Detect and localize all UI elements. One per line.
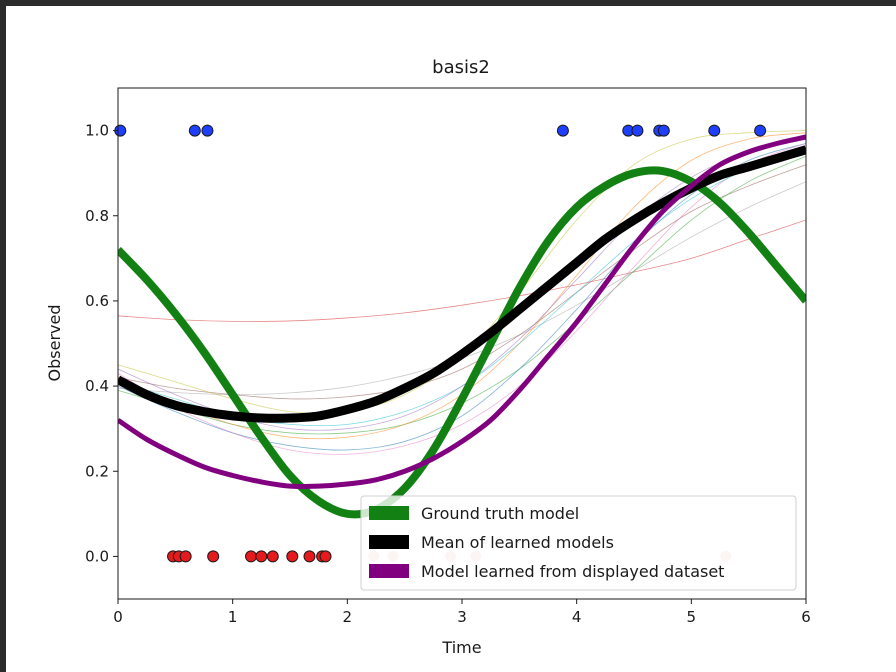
negative-point-7 — [286, 550, 299, 563]
x-tick-label-0: 0 — [113, 608, 123, 626]
x-tick-label-2: 2 — [343, 608, 353, 626]
legend-label-3: Model learned from displayed dataset — [421, 562, 724, 581]
series-line-1 — [118, 166, 806, 519]
x-tick-label-3: 3 — [457, 608, 467, 626]
positive-point-5 — [631, 124, 644, 137]
y-tick-label-2: 0.4 — [85, 377, 109, 395]
negative-point-6 — [266, 550, 279, 563]
x-axis-label: Time — [441, 638, 481, 657]
y-tick-label-1: 0.2 — [85, 462, 109, 480]
legend: Ground truth model Mean of learned models… — [360, 495, 797, 591]
legend-swatch-1 — [369, 506, 409, 520]
y-axis-label: Observed — [45, 305, 64, 382]
y-tick-label-5: 1.0 — [85, 122, 109, 140]
positive-point-3 — [556, 124, 569, 137]
chart: basis2 0 1 2 3 4 5 6 0.0 0.2 0.4 0.6 0.8 1.0 Time O… — [45, 57, 811, 657]
positive-point-7 — [657, 124, 670, 137]
positive-point-2 — [201, 124, 214, 137]
y-axis-ticks: 0.0 0.2 0.4 0.6 0.8 1.0 — [85, 122, 118, 565]
background-model-line-6 — [118, 142, 806, 455]
y-tick-label-3: 0.6 — [85, 292, 109, 310]
series-line-3 — [118, 134, 806, 490]
background-model-line-0 — [118, 219, 806, 322]
x-tick-label-6: 6 — [801, 608, 811, 626]
positive-point-8 — [708, 124, 721, 137]
legend-label-2: Mean of learned models — [421, 533, 614, 552]
y-tick-label-4: 0.8 — [85, 207, 109, 225]
negative-point-3 — [207, 550, 220, 563]
negative-point-4 — [245, 550, 258, 563]
x-axis-ticks: 0 1 2 3 4 5 6 — [113, 599, 811, 626]
negative-point-5 — [255, 550, 268, 563]
background-model-line-1 — [118, 181, 806, 396]
x-tick-label-4: 4 — [572, 608, 582, 626]
x-tick-label-1: 1 — [228, 608, 238, 626]
model-lines — [118, 134, 806, 519]
background-model-line-2 — [118, 164, 806, 400]
chart-title: basis2 — [432, 57, 490, 78]
x-tick-label-5: 5 — [687, 608, 697, 626]
positive-point-1 — [188, 124, 201, 137]
negative-point-2 — [179, 550, 192, 563]
legend-swatch-2 — [369, 535, 409, 549]
legend-box — [360, 495, 797, 591]
legend-label-1: Ground truth model — [421, 504, 579, 523]
negative-point-8 — [303, 550, 316, 563]
y-tick-label-0: 0.0 — [85, 547, 109, 565]
figure: basis2 0 1 2 3 4 5 6 0.0 0.2 0.4 0.6 0.8 1.0 Time O… — [6, 6, 896, 672]
legend-swatch-3 — [369, 564, 409, 578]
positive-point-9 — [754, 124, 767, 137]
negative-point-10 — [319, 550, 332, 563]
